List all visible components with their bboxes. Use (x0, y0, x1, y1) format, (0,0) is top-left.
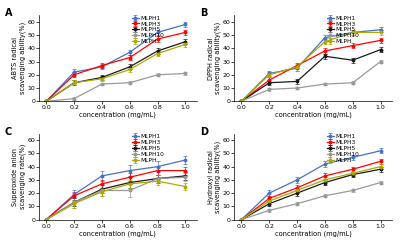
Y-axis label: Hydroxyl radical
scavenging ability(%): Hydroxyl radical scavenging ability(%) (208, 140, 221, 213)
Text: D: D (200, 127, 208, 137)
Legend: MLPH1, MLPH3, MLPH5, MLPH10, MLPH: MLPH1, MLPH3, MLPH5, MLPH10, MLPH (131, 133, 165, 163)
X-axis label: concentration (mg/mL): concentration (mg/mL) (80, 112, 156, 118)
X-axis label: concentration (mg/mL): concentration (mg/mL) (275, 112, 352, 118)
Text: A: A (5, 8, 12, 18)
Y-axis label: ABTS radical
scavenging ability(%): ABTS radical scavenging ability(%) (12, 22, 26, 94)
Y-axis label: DPPH radical
scavenging ability(%): DPPH radical scavenging ability(%) (208, 22, 221, 94)
Text: C: C (5, 127, 12, 137)
Legend: MLPH1, MLPH3, MLPH5, MLPH10, MLPH: MLPH1, MLPH3, MLPH5, MLPH10, MLPH (131, 15, 165, 45)
X-axis label: concentration (mg/mL): concentration (mg/mL) (80, 230, 156, 237)
Legend: MLPH1, MLPH3, MLPH5, MLPH10, MLPH: MLPH1, MLPH3, MLPH5, MLPH10, MLPH (326, 15, 360, 45)
Legend: MLPH1, MLPH3, MLPH5, MLPH10, MLPH: MLPH1, MLPH3, MLPH5, MLPH10, MLPH (326, 133, 360, 163)
Y-axis label: Superoxide anion
scavenging rate(%): Superoxide anion scavenging rate(%) (12, 144, 26, 209)
X-axis label: concentration (mg/mL): concentration (mg/mL) (275, 230, 352, 237)
Text: B: B (200, 8, 207, 18)
